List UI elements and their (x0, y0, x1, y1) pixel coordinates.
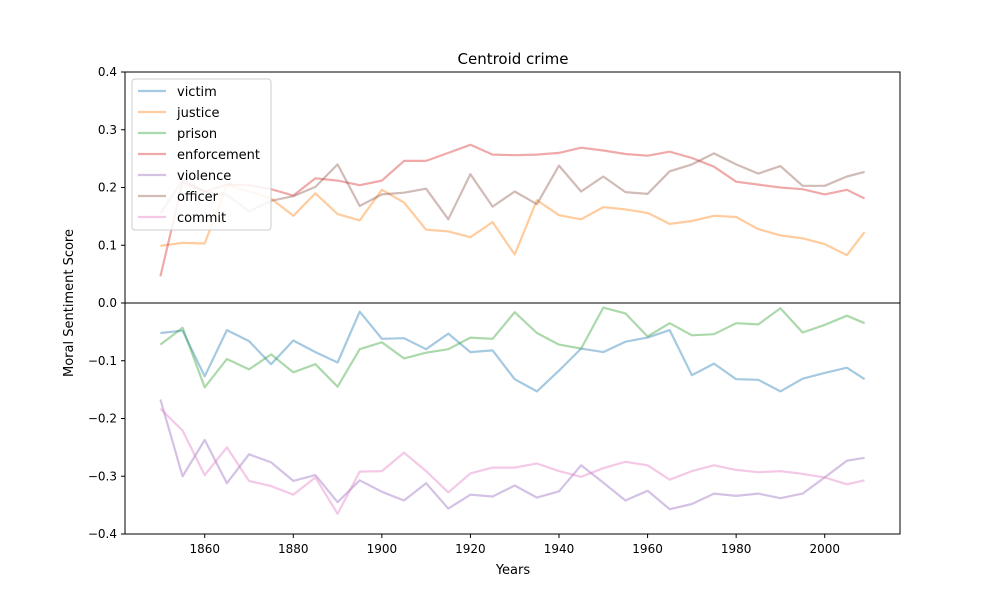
x-tick-label: 1860 (189, 542, 220, 556)
x-tick-label: 1920 (455, 542, 486, 556)
y-tick-label: 0.0 (98, 296, 117, 310)
legend-label-enforcement: enforcement (177, 148, 260, 163)
legend-label-justice: justice (176, 106, 219, 121)
y-tick-label: 0.2 (98, 181, 117, 195)
x-axis: 1860 1880 1900 1920 1940 1960 1980 2000 (189, 534, 840, 556)
y-tick-label: −0.4 (88, 527, 117, 541)
x-axis-label: Years (495, 563, 531, 578)
series-line-officer (159, 152, 865, 221)
series-line-prison (159, 306, 866, 389)
x-tick-label: 1900 (367, 542, 398, 556)
y-axis-label: Moral Sentiment Score (62, 229, 77, 377)
legend-label-victim: victim (177, 85, 217, 100)
x-tick-label: 1940 (544, 542, 575, 556)
legend-box (131, 78, 272, 231)
series-line-violence (159, 399, 865, 511)
y-axis: −0.4 −0.3 −0.2 −0.1 0.0 0.1 0.2 0.3 0.4 (88, 65, 125, 541)
chart-title: Centroid crime (458, 50, 569, 68)
x-tick-label: 2000 (809, 542, 840, 556)
y-tick-label: −0.2 (88, 412, 117, 426)
x-tick-label: 1960 (632, 542, 663, 556)
y-tick-label: 0.1 (98, 238, 117, 252)
series-line-commit (159, 407, 865, 515)
legend: victim justice prison enforcement violence of… (131, 78, 272, 231)
y-tick-label: 0.3 (98, 123, 117, 137)
series-line-enforcement (159, 143, 866, 277)
legend-label-officer: officer (177, 190, 219, 205)
y-tick-label: 0.4 (98, 65, 117, 79)
x-tick-label: 1980 (721, 542, 752, 556)
legend-label-commit: commit (177, 211, 226, 226)
legend-label-violence: violence (177, 169, 231, 184)
series-line-justice (160, 183, 866, 257)
y-tick-label: −0.3 (88, 469, 117, 483)
series-layer (159, 143, 866, 515)
x-tick-label: 1880 (278, 542, 309, 556)
y-tick-label: −0.1 (88, 354, 117, 368)
legend-label-prison: prison (177, 127, 217, 142)
series-line-victim (160, 310, 866, 393)
